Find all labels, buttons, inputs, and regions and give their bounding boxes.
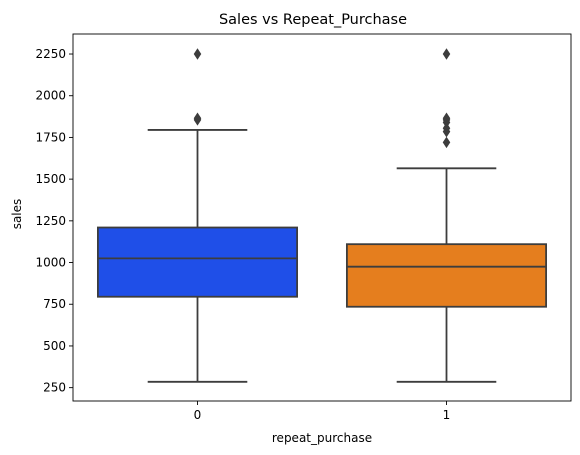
box-group-0: [97, 48, 298, 383]
chart-title: Sales vs Repeat_Purchase: [219, 12, 407, 28]
box-group-1: [345, 48, 547, 383]
box-iqr: [345, 243, 547, 308]
y-tick-label: 750: [43, 297, 66, 311]
outlier-point: [193, 112, 202, 124]
y-tick-label: 2250: [35, 47, 66, 61]
outlier-point: [442, 136, 451, 149]
plot-frame: [72, 33, 572, 402]
outlier-point: [193, 48, 202, 60]
y-tick-label: 1500: [35, 172, 66, 186]
axes: 250 500 750 1000 1250 1500 1750 2000 2250 0 1: [35, 33, 572, 422]
y-tick-label: 2000: [35, 89, 66, 103]
x-tick-label: 1: [443, 408, 451, 422]
y-tick-label: 1250: [35, 214, 66, 228]
y-tick-label: 500: [43, 339, 66, 353]
x-tick-label: 0: [194, 408, 202, 422]
outlier-point: [442, 122, 451, 134]
y-axis-label: sales: [10, 199, 24, 230]
box-iqr: [97, 226, 298, 298]
y-tick-label: 1000: [35, 256, 66, 270]
y-tick-label: 1750: [35, 130, 66, 144]
x-axis-label: repeat_purchase: [272, 431, 372, 445]
y-tick-label: 250: [43, 381, 66, 395]
outlier-point: [442, 112, 451, 124]
plot-area: [97, 48, 547, 383]
outlier-point: [442, 48, 451, 60]
